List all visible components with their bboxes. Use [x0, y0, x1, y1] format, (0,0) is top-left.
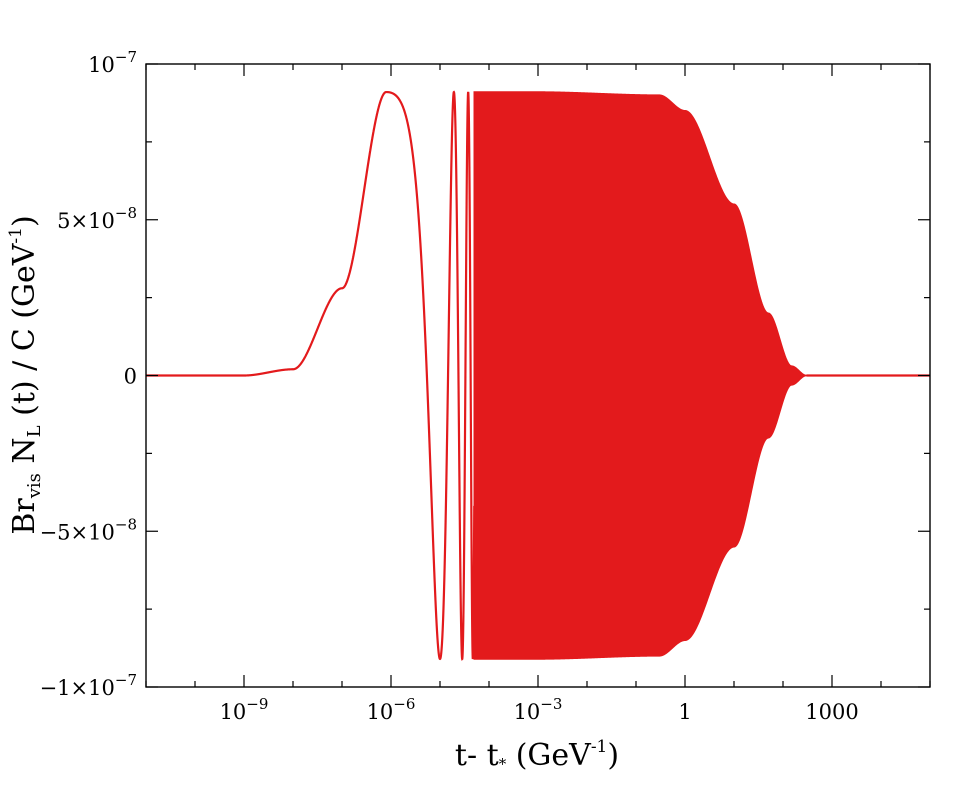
tick-marks: [145, 63, 931, 688]
y-tick-label: 10−7: [88, 48, 137, 77]
x-tick-label: 1000: [805, 700, 858, 724]
x-tick-label: 10−6: [367, 695, 416, 724]
x-tick-label: 10−9: [220, 695, 269, 724]
x-tick-label: 1: [678, 700, 691, 724]
x-tick-label: 10−3: [514, 695, 563, 724]
y-axis-title: Brvis NL (t) / C (GeV-1): [6, 215, 45, 534]
y-tick-label: 0: [124, 365, 137, 389]
tick-labels: 10−9 10−6 10−3 1 1000 10−7 5×10−8 0 −5×10−8 −1×10…: [40, 48, 859, 724]
plot-area: [146, 90, 930, 661]
y-tick-label: 5×10−8: [57, 204, 137, 233]
y-tick-label: −1×10−7: [40, 671, 137, 700]
y-tick-label: −5×10−8: [40, 515, 137, 544]
series-line: [146, 90, 476, 661]
x-axis-title: t- t* (GeV-1): [455, 737, 619, 773]
